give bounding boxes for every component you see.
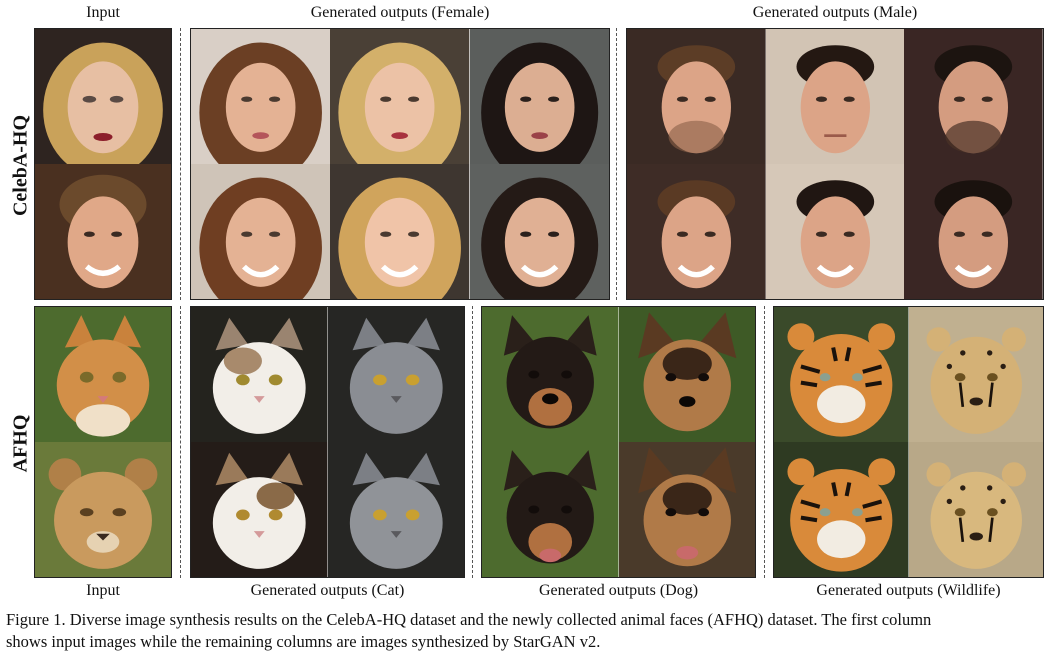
figure-caption: Figure 1. Diverse image synthesis result… <box>6 609 1051 653</box>
tiger-image <box>774 442 909 577</box>
female-output-panel <box>190 28 610 300</box>
dog-image <box>482 307 619 442</box>
caption-line-2: shows input images while the remaining c… <box>6 632 601 651</box>
separator-input-top <box>180 28 181 300</box>
cat-output-panel <box>190 306 465 578</box>
face-image <box>904 29 1043 164</box>
face-image <box>904 164 1043 299</box>
face-image <box>191 29 331 164</box>
separator-dog-wildlife <box>764 306 765 578</box>
caption-line-1: Figure 1. Diverse image synthesis result… <box>6 610 932 629</box>
lion-cub-image <box>35 442 171 577</box>
row-label-afhq: AFHQ <box>9 414 32 473</box>
cat-image <box>191 307 328 442</box>
face-image <box>627 164 766 299</box>
separator-female-male <box>616 28 617 300</box>
face-image <box>330 29 470 164</box>
kitten-image <box>35 307 171 442</box>
celeba-input-panel <box>34 28 172 300</box>
face-image <box>765 164 905 299</box>
cheetah-image <box>908 442 1043 577</box>
header-dog: Generated outputs (Dog) <box>538 582 699 599</box>
cat-image <box>327 442 464 577</box>
header-female: Generated outputs (Female) <box>310 4 490 21</box>
afhq-input-panel <box>34 306 172 578</box>
face-image <box>765 29 905 164</box>
face-image <box>35 164 171 299</box>
face-image <box>191 164 331 299</box>
separator-input-bottom <box>180 306 181 578</box>
header-male: Generated outputs (Male) <box>752 4 918 21</box>
dog-image <box>482 442 619 577</box>
face-image <box>469 29 609 164</box>
wildlife-output-panel <box>773 306 1044 578</box>
dog-output-panel <box>481 306 756 578</box>
header-cat: Generated outputs (Cat) <box>250 582 405 599</box>
cheetah-image <box>908 307 1043 442</box>
header-input-bottom: Input <box>86 582 120 599</box>
tiger-image <box>774 307 909 442</box>
header-input-top: Input <box>86 4 120 21</box>
separator-cat-dog <box>472 306 473 578</box>
header-wildlife: Generated outputs (Wildlife) <box>816 582 1001 599</box>
dog-image <box>618 307 755 442</box>
face-image <box>469 164 609 299</box>
face-image <box>330 164 470 299</box>
row-label-celeba: CelebA-HQ <box>9 114 32 217</box>
cat-image <box>191 442 328 577</box>
dog-image <box>618 442 755 577</box>
male-output-panel <box>626 28 1044 300</box>
face-image <box>35 29 171 164</box>
cat-image <box>327 307 464 442</box>
face-image <box>627 29 766 164</box>
